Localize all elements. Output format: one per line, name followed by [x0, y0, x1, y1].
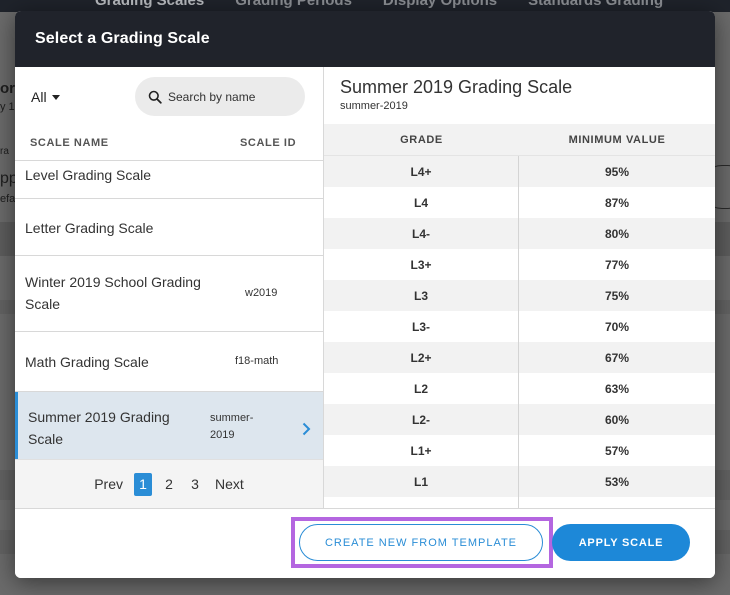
table-row: L2 63%: [324, 373, 715, 404]
scale-name: Letter Grading Scale: [25, 220, 154, 236]
bg-text: efa: [0, 193, 16, 205]
min-value-cell: 77%: [604, 257, 630, 272]
column-header-scale-name: SCALE NAME: [30, 137, 109, 149]
grade-cell: L3-: [324, 311, 519, 342]
modal-header: Select a Grading Scale: [15, 11, 715, 67]
scale-list-item[interactable]: Winter 2019 School Grading Scale w2019: [15, 256, 323, 332]
table-row: L2+ 67%: [324, 342, 715, 373]
table-row: L4+ 95%: [324, 156, 715, 187]
min-value-cell: [519, 497, 715, 508]
column-header-minimum-value: MINIMUM VALUE: [568, 133, 666, 146]
modal-title: Select a Grading Scale: [35, 30, 210, 47]
search-box[interactable]: [135, 77, 305, 116]
table-row: L3+ 77%: [324, 249, 715, 280]
column-header-grade: GRADE: [400, 133, 443, 146]
grade-cell: L3+: [324, 249, 519, 280]
table-row: [324, 497, 715, 508]
table-row: L4- 80%: [324, 218, 715, 249]
grade-cell: L4+: [324, 156, 519, 187]
pagination-next[interactable]: Next: [215, 476, 244, 492]
highlight-outline: [291, 517, 553, 568]
scale-name: Math Grading Scale: [25, 354, 149, 370]
bg-tab: Display Options: [382, 0, 498, 9]
grade-cell: L2: [324, 373, 519, 404]
grade-cell: L4-: [324, 218, 519, 249]
scale-name: Summer 2019 Grading Scale: [28, 409, 170, 447]
table-row: L1+ 57%: [324, 435, 715, 466]
search-input[interactable]: [168, 89, 298, 104]
create-from-template-button[interactable]: CREATE NEW FROM TEMPLATE: [299, 524, 543, 561]
scale-list: Level Grading Scale Letter Grading Scale…: [15, 161, 323, 459]
table-row: L2- 60%: [324, 404, 715, 435]
scale-list-item[interactable]: Letter Grading Scale: [15, 199, 323, 256]
search-icon: [148, 90, 162, 104]
bg-text: ra: [0, 146, 9, 157]
bg-text: ori: [0, 80, 20, 97]
pagination-prev[interactable]: Prev: [94, 476, 123, 492]
filter-row: All: [15, 67, 323, 129]
column-header-scale-id: SCALE ID: [240, 137, 297, 149]
scale-detail-pane: Summer 2019 Grading Scale summer-2019 GR…: [324, 67, 715, 508]
table-row: L3- 70%: [324, 311, 715, 342]
min-value-cell: 80%: [604, 226, 630, 241]
table-row: L1 53%: [324, 466, 715, 497]
caret-down-icon: [51, 95, 60, 100]
scale-id: w2019: [245, 287, 278, 299]
table-row: L4 87%: [324, 187, 715, 218]
grading-scale-modal: Select a Grading Scale All SCALE NAME: [15, 11, 715, 578]
apply-scale-button[interactable]: APPLY SCALE: [552, 524, 690, 561]
min-value-cell: 67%: [604, 350, 630, 365]
chevron-right-icon: [302, 422, 311, 436]
bg-tab: Grading Periods: [235, 0, 352, 9]
pagination: Prev 1 2 3 Next: [15, 459, 323, 508]
modal-body: All SCALE NAME SCALE ID Level Grading: [15, 67, 715, 508]
table-row: L3 75%: [324, 280, 715, 311]
min-value-cell: 57%: [604, 443, 630, 458]
bg-text: pp: [0, 170, 18, 187]
bg-text: y 1: [0, 101, 15, 113]
scale-list-pane: All SCALE NAME SCALE ID Level Grading: [15, 67, 324, 508]
min-value-cell: 75%: [604, 288, 630, 303]
filter-dropdown[interactable]: All: [31, 89, 60, 105]
min-value-cell: 53%: [604, 474, 630, 489]
pagination-page[interactable]: 2: [165, 476, 173, 492]
bg-tab: Grading Scales: [95, 0, 205, 9]
min-value-cell: 63%: [604, 381, 630, 396]
scale-name: Winter 2019 School Grading Scale: [25, 274, 201, 312]
scale-name: Level Grading Scale: [25, 167, 152, 183]
grade-cell: L2+: [324, 342, 519, 373]
bg-tab: Standards Grading: [528, 0, 664, 9]
pagination-page[interactable]: 1: [134, 472, 152, 496]
detail-title: Summer 2019 Grading Scale: [340, 77, 573, 97]
min-value-cell: 70%: [604, 319, 630, 334]
scale-id: summer-2019: [210, 412, 254, 441]
grade-cell: L3: [324, 280, 519, 311]
grade-cell: L1+: [324, 435, 519, 466]
grade-cell: L4: [324, 187, 519, 218]
scale-list-item[interactable]: Level Grading Scale: [15, 161, 323, 199]
grade-cell: L1: [324, 466, 519, 497]
scale-list-item[interactable]: Math Grading Scale f18-math: [15, 332, 323, 392]
scale-list-header: SCALE NAME SCALE ID: [15, 129, 323, 161]
grade-table-header: GRADE MINIMUM VALUE: [324, 124, 715, 156]
grade-cell: [324, 497, 519, 508]
filter-value: All: [31, 89, 47, 105]
background-top-nav: Grading Scales Grading Periods Display O…: [0, 0, 730, 12]
grade-rows: L4+ 95% L4 87% L4- 80% L3+ 77% L3 75% L3- 70% …: [324, 156, 715, 508]
modal-footer: CREATE NEW FROM TEMPLATE APPLY SCALE: [15, 508, 715, 578]
min-value-cell: 60%: [604, 412, 630, 427]
grade-cell: L2-: [324, 404, 519, 435]
scale-list-item-selected[interactable]: Summer 2019 Grading Scale summer-2019: [15, 392, 323, 459]
pagination-page[interactable]: 3: [191, 476, 199, 492]
min-value-cell: 87%: [604, 195, 630, 210]
min-value-cell: 95%: [604, 164, 630, 179]
grade-table: GRADE MINIMUM VALUE L4+ 95% L4 87% L4- 80% …: [324, 124, 715, 508]
scale-id: f18-math: [235, 355, 279, 367]
detail-scale-id: summer-2019: [340, 100, 408, 112]
